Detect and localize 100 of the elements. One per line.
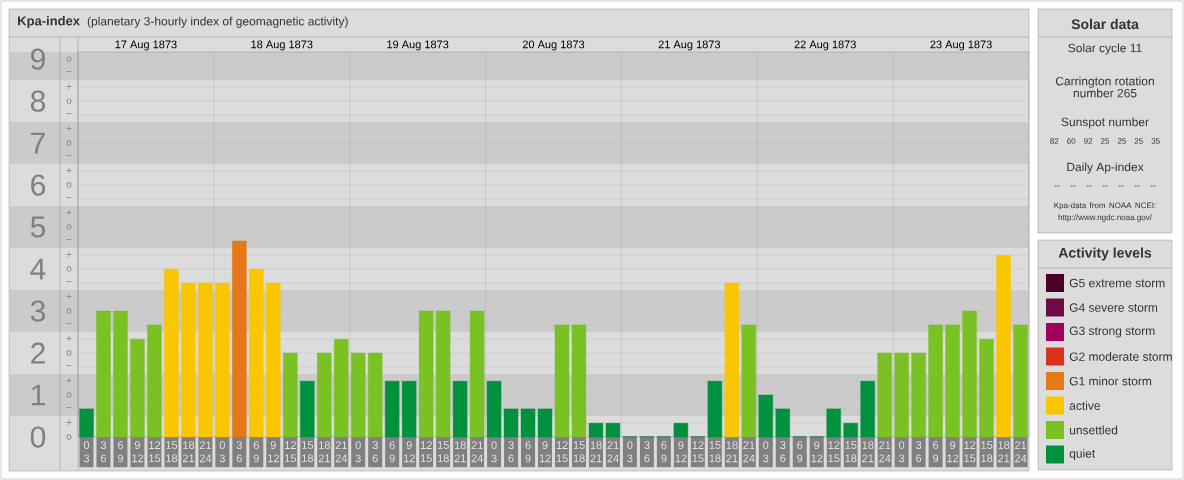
x-tick-label: 6 9 [117, 441, 124, 463]
x2-tick-label: 19 Aug 1873 [387, 40, 449, 51]
text: Solar cycle 11 [1068, 43, 1142, 55]
x-tick-label: 3 6 [780, 441, 786, 463]
x-tick-label: 18 21 [318, 441, 330, 463]
text: Carrington rotation number 265 [1055, 76, 1154, 98]
text: o [66, 224, 72, 230]
x-tick-label: 21 24 [879, 441, 891, 463]
text: o [66, 98, 72, 104]
x-tick-label: 21 24 [607, 441, 619, 463]
text: Sunspot number [1061, 117, 1149, 129]
text: 82 60 92 25 25 25 35 [1050, 138, 1160, 144]
text: − [66, 323, 72, 324]
x2-tick-label: 20 Aug 1873 [522, 40, 585, 51]
y-tick-label: 5 [30, 216, 46, 238]
x-tick-label: 0 3 [491, 441, 497, 463]
x-tick-label: 15 18 [302, 441, 314, 463]
text: + [66, 336, 72, 342]
x-tick-label: 21 24 [335, 441, 348, 463]
x-tick-label: 12 15 [285, 441, 297, 463]
y-tick-label: 9 [31, 48, 45, 70]
text: − [66, 113, 72, 114]
y-tick-label: 1 [31, 384, 45, 406]
text: − [66, 407, 72, 408]
x-tick-label: 6 9 [797, 441, 803, 463]
x-tick-label: 9 12 [811, 441, 823, 463]
x-tick-label: 15 18 [166, 441, 178, 463]
text: -- -- -- -- -- -- -- [1054, 185, 1156, 187]
x-tick-label: 9 12 [947, 441, 959, 463]
x-tick-label: 18 21 [590, 441, 602, 463]
text: − [66, 365, 72, 366]
text: o [66, 182, 72, 188]
x-tick-label: 15 18 [709, 441, 721, 463]
legend-label: G5 extreme storm [1069, 278, 1165, 288]
text: o [66, 266, 72, 272]
legend-title: Activity levels [1058, 247, 1152, 261]
text: o [66, 392, 72, 398]
x-tick-label: 12 15 [964, 441, 976, 463]
y-tick-label: 6 [31, 174, 46, 196]
x-tick-label: 3 6 [372, 441, 378, 463]
x-tick-label: 18 21 [454, 441, 466, 463]
text: − [66, 155, 72, 156]
chart-subtitle: (planetary 3-hourly index of geomagnetic activity) [87, 16, 348, 28]
x2-tick-label: 21 Aug 1873 [658, 40, 721, 51]
x-tick-label: 15 18 [573, 441, 585, 463]
text: − [66, 71, 72, 73]
text: − [66, 197, 72, 198]
text: + [66, 84, 72, 90]
text: + [66, 252, 72, 258]
x-tick-label: 6 9 [661, 441, 667, 463]
legend-label: quiet [1069, 448, 1096, 461]
x-tick-label: 21 24 [743, 441, 755, 463]
x-tick-label: 0 3 [899, 441, 905, 463]
text: − [66, 281, 72, 282]
text: Solar data [1071, 18, 1139, 30]
text: + [66, 378, 72, 384]
x-tick-label: 18 21 [726, 441, 738, 463]
x2-tick-label: 22 Aug 1873 [794, 40, 856, 51]
x-tick-label: 15 18 [845, 441, 857, 463]
x-tick-label: 12 15 [420, 441, 432, 463]
text: + [66, 126, 72, 132]
text: Daily Ap-index [1067, 162, 1144, 174]
text: o [66, 56, 72, 62]
x-tick-label: 12 15 [828, 441, 840, 463]
y-tick-label: 2 [31, 342, 45, 364]
x-tick-label: 6 9 [933, 441, 939, 463]
text: o [66, 308, 72, 314]
x-tick-label: 18 21 [998, 441, 1010, 463]
legend-label: G4 severe storm [1069, 303, 1158, 312]
legend-label: G3 strong storm [1069, 326, 1155, 338]
y-tick-label: 7 [31, 132, 45, 154]
legend-label: G1 minor storm [1069, 376, 1152, 386]
x-tick-label: 6 9 [525, 441, 531, 463]
text: − [66, 239, 72, 240]
x-tick-label: 3 6 [915, 441, 922, 463]
x-tick-label: 12 15 [556, 441, 568, 463]
x-tick-label: 3 6 [100, 441, 107, 463]
x-tick-label: 0 3 [83, 441, 90, 463]
x-tick-label: 3 6 [236, 441, 242, 463]
x-tick-label: 12 15 [692, 441, 704, 463]
x-tick-label: 0 3 [763, 441, 769, 463]
x-tick-label: 18 21 [182, 441, 195, 463]
text: + [66, 294, 72, 300]
text: + [66, 210, 72, 216]
x-tick-label: 9 12 [132, 441, 144, 463]
x-tick-label: 9 12 [675, 441, 687, 463]
x-tick-label: 18 21 [862, 441, 874, 463]
text: + [66, 168, 72, 174]
x-tick-label: 9 12 [539, 441, 551, 463]
x-tick-label: 3 6 [508, 441, 514, 463]
x-tick-label: 21 24 [1015, 441, 1027, 463]
text: o [66, 350, 72, 356]
x2-tick-label: 17 Aug 1873 [115, 40, 177, 51]
x-tick-label: 9 12 [268, 441, 279, 463]
x-tick-label: 0 3 [219, 441, 225, 463]
x-tick-label: 9 12 [403, 441, 415, 463]
x-tick-label: 15 18 [437, 441, 449, 463]
text: Kpa-data from NOAA NCEI: http://www.ngdc.noaa.gov/ [1054, 202, 1156, 222]
x-tick-label: 6 9 [389, 441, 395, 463]
legend-label: G2 moderate storm [1069, 352, 1172, 361]
